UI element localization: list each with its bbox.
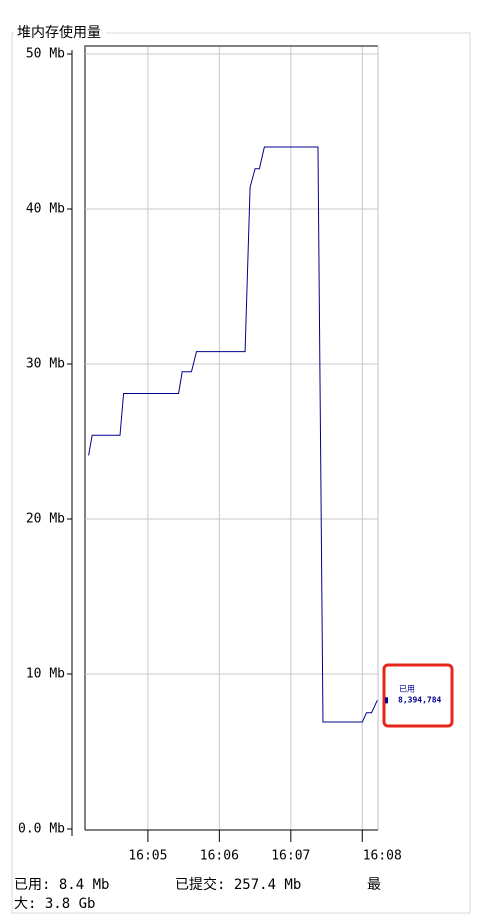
- footer-used: 已用: 8.4 Mb: [14, 877, 110, 893]
- y-tick-label: 40 Mb: [26, 202, 65, 217]
- footer: 已用: 8.4 Mb 已提交: 257.4 Mb 最大: 3.8 Gb: [14, 876, 396, 914]
- legend-value: 8,394,784: [398, 696, 442, 705]
- y-tick-label: 30 Mb: [26, 357, 65, 372]
- x-tick-label: 16:05: [128, 849, 167, 864]
- footer-max: 最大: 3.8 Gb: [14, 877, 381, 912]
- legend-name: 已用: [399, 685, 415, 694]
- x-tick-label: 16:08: [363, 849, 402, 864]
- title-bg: [14, 24, 106, 42]
- x-tick-label: 16:06: [200, 849, 239, 864]
- y-tick-label: 10 Mb: [26, 667, 65, 682]
- x-tick-label: 16:07: [271, 849, 310, 864]
- y-tick-label: 20 Mb: [26, 512, 65, 527]
- series-line: [88, 146, 378, 723]
- y-tick-label: 0.0 Mb: [18, 822, 65, 837]
- chart-title: 堆内存使用量: [17, 24, 101, 41]
- y-tick-label: 50 Mb: [26, 47, 65, 62]
- highlight-box: [382, 663, 454, 728]
- legend-swatch: [385, 697, 388, 704]
- plot-area: [85, 46, 378, 830]
- panel-border: [11, 32, 471, 914]
- footer-committed: 已提交: 257.4 Mb: [175, 877, 302, 893]
